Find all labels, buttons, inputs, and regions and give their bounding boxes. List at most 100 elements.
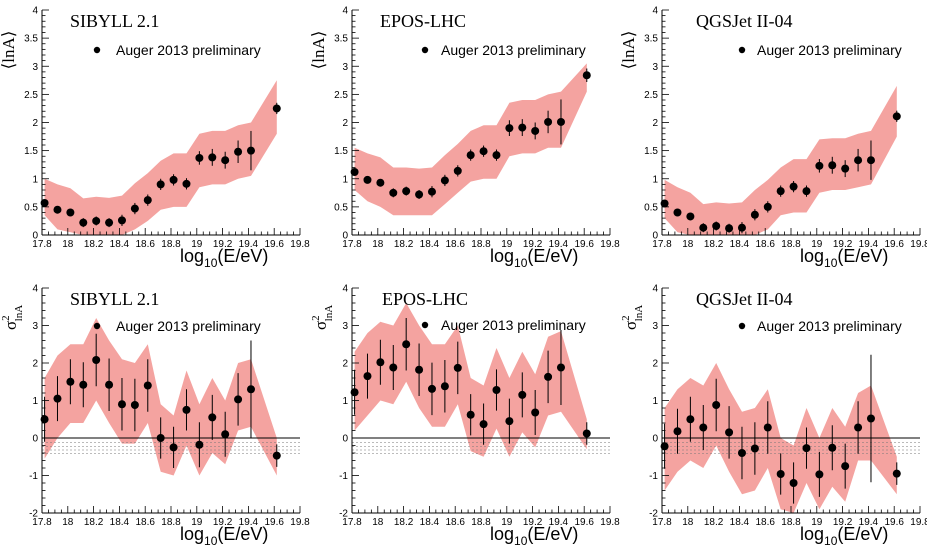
x-axis-label-subscript: 10 xyxy=(514,534,528,548)
y-tick-label: -2 xyxy=(339,509,348,520)
data-point xyxy=(505,124,514,133)
data-point xyxy=(195,153,204,162)
data-point xyxy=(725,224,734,233)
data-point xyxy=(453,363,462,372)
y-tick-label: 2.5 xyxy=(24,90,38,101)
panel-var-epos: 17.8 18 18.2 18.4 18.6 18.8 19 19.2 19.4 19.6 19.8… xyxy=(310,284,620,549)
x-tick-label: 18.6 xyxy=(135,517,155,528)
x-tick-label: 18.6 xyxy=(135,239,155,250)
x-tick-label: 19.8 xyxy=(290,517,310,528)
x-tick-label: 18.8 xyxy=(471,239,491,250)
y-tick-label: 1 xyxy=(342,174,348,185)
y-tick-label: -1 xyxy=(339,471,348,482)
data-point xyxy=(776,187,785,196)
x-tick-label: 18 xyxy=(372,239,384,250)
legend-label: Auger 2013 preliminary xyxy=(757,42,902,58)
data-point xyxy=(802,444,811,453)
data-point xyxy=(737,449,746,457)
y-tick-label: 3 xyxy=(342,321,348,332)
data-point xyxy=(479,147,488,156)
data-point xyxy=(776,470,785,478)
data-point xyxy=(660,442,669,451)
x-tick-label: 17.8 xyxy=(32,517,52,528)
x-tick-label: 19.6 xyxy=(884,239,904,250)
data-point xyxy=(234,147,243,156)
data-point xyxy=(53,394,62,403)
panel-lnA-qgsjet: 17.8 18 18.2 18.4 18.6 18.8 19 19.2 19.4 19.6 19.8… xyxy=(619,6,927,271)
x-axis-label-rest: (E/eV) xyxy=(527,246,578,266)
data-point xyxy=(389,363,398,372)
y-tick-label: 0 xyxy=(652,231,658,242)
y-tick-label: 3 xyxy=(652,62,658,73)
x-tick-label: 18 xyxy=(682,239,694,250)
y-tick-label: 0.5 xyxy=(334,202,348,213)
x-tick-label: 18.8 xyxy=(781,517,801,528)
y-tick-label: 1.5 xyxy=(334,146,348,157)
data-point xyxy=(79,380,88,389)
x-tick-label: 18.4 xyxy=(730,239,750,250)
x-axis-label-rest: (E/eV) xyxy=(527,524,578,544)
x-axis-label-subscript: 10 xyxy=(514,256,528,270)
data-point xyxy=(221,156,230,165)
data-point xyxy=(582,71,591,80)
data-point xyxy=(725,428,734,437)
y-tick-label: 1 xyxy=(652,174,658,185)
x-tick-label: 18.6 xyxy=(755,517,775,528)
x-axis-label: log10(E/eV) xyxy=(800,524,888,548)
data-point xyxy=(40,415,49,424)
x-axis-label: log10(E/eV) xyxy=(180,524,268,548)
y-tick-label: 2 xyxy=(652,118,658,129)
data-point xyxy=(492,386,501,394)
legend-marker xyxy=(738,322,746,330)
x-axis-label-rest: (E/eV) xyxy=(217,524,268,544)
x-tick-label: 18.6 xyxy=(445,517,465,528)
data-point xyxy=(427,187,436,196)
data-point xyxy=(92,216,101,225)
data-point xyxy=(156,180,165,189)
data-point xyxy=(105,380,114,389)
data-point xyxy=(828,161,837,170)
y-tick-label: 2.5 xyxy=(334,90,348,101)
legend-marker xyxy=(93,322,101,330)
x-tick-label: 18.2 xyxy=(704,517,724,528)
x-tick-label: 18.8 xyxy=(471,517,491,528)
x-axis-label-rest: (E/eV) xyxy=(837,246,888,266)
y-tick-label: 2 xyxy=(342,359,348,370)
x-tick-label: 19 xyxy=(811,517,823,528)
y-tick-label: 4 xyxy=(342,284,348,295)
x-tick-label: 19.6 xyxy=(264,239,284,250)
x-tick-label: 19.2 xyxy=(213,239,233,250)
x-tick-label: 18.2 xyxy=(394,517,414,528)
data-point xyxy=(105,218,114,227)
data-point xyxy=(673,427,682,436)
data-point xyxy=(79,218,88,227)
data-point xyxy=(699,423,708,432)
x-tick-label: 19.4 xyxy=(859,517,879,528)
data-point xyxy=(246,146,255,155)
data-point xyxy=(40,198,49,207)
data-point xyxy=(350,168,359,176)
x-axis-label-main: log xyxy=(180,246,204,266)
x-tick-label: 18 xyxy=(62,517,74,528)
x-tick-label: 19.8 xyxy=(600,239,620,250)
x-tick-label: 19.8 xyxy=(910,517,927,528)
data-point xyxy=(92,356,101,364)
data-point xyxy=(699,223,708,232)
x-tick-label: 19 xyxy=(191,517,203,528)
data-point xyxy=(272,451,281,460)
y-tick-label: 1.5 xyxy=(644,146,658,157)
x-axis-label-subscript: 10 xyxy=(204,256,218,270)
data-point xyxy=(130,401,139,409)
data-point xyxy=(117,216,126,225)
panel-lnA-epos: 17.8 18 18.2 18.4 18.6 18.8 19 19.2 19.4 19.6 19.8… xyxy=(309,6,620,271)
systematic-band xyxy=(354,63,587,216)
x-axis-label: log10(E/eV) xyxy=(490,524,578,548)
data-point xyxy=(841,462,850,471)
y-tick-label: -2 xyxy=(649,509,658,520)
y-tick-label: -2 xyxy=(29,509,38,520)
data-point xyxy=(505,417,514,426)
data-point xyxy=(750,210,759,219)
x-tick-label: 19.6 xyxy=(884,517,904,528)
x-tick-label: 18 xyxy=(62,239,74,250)
